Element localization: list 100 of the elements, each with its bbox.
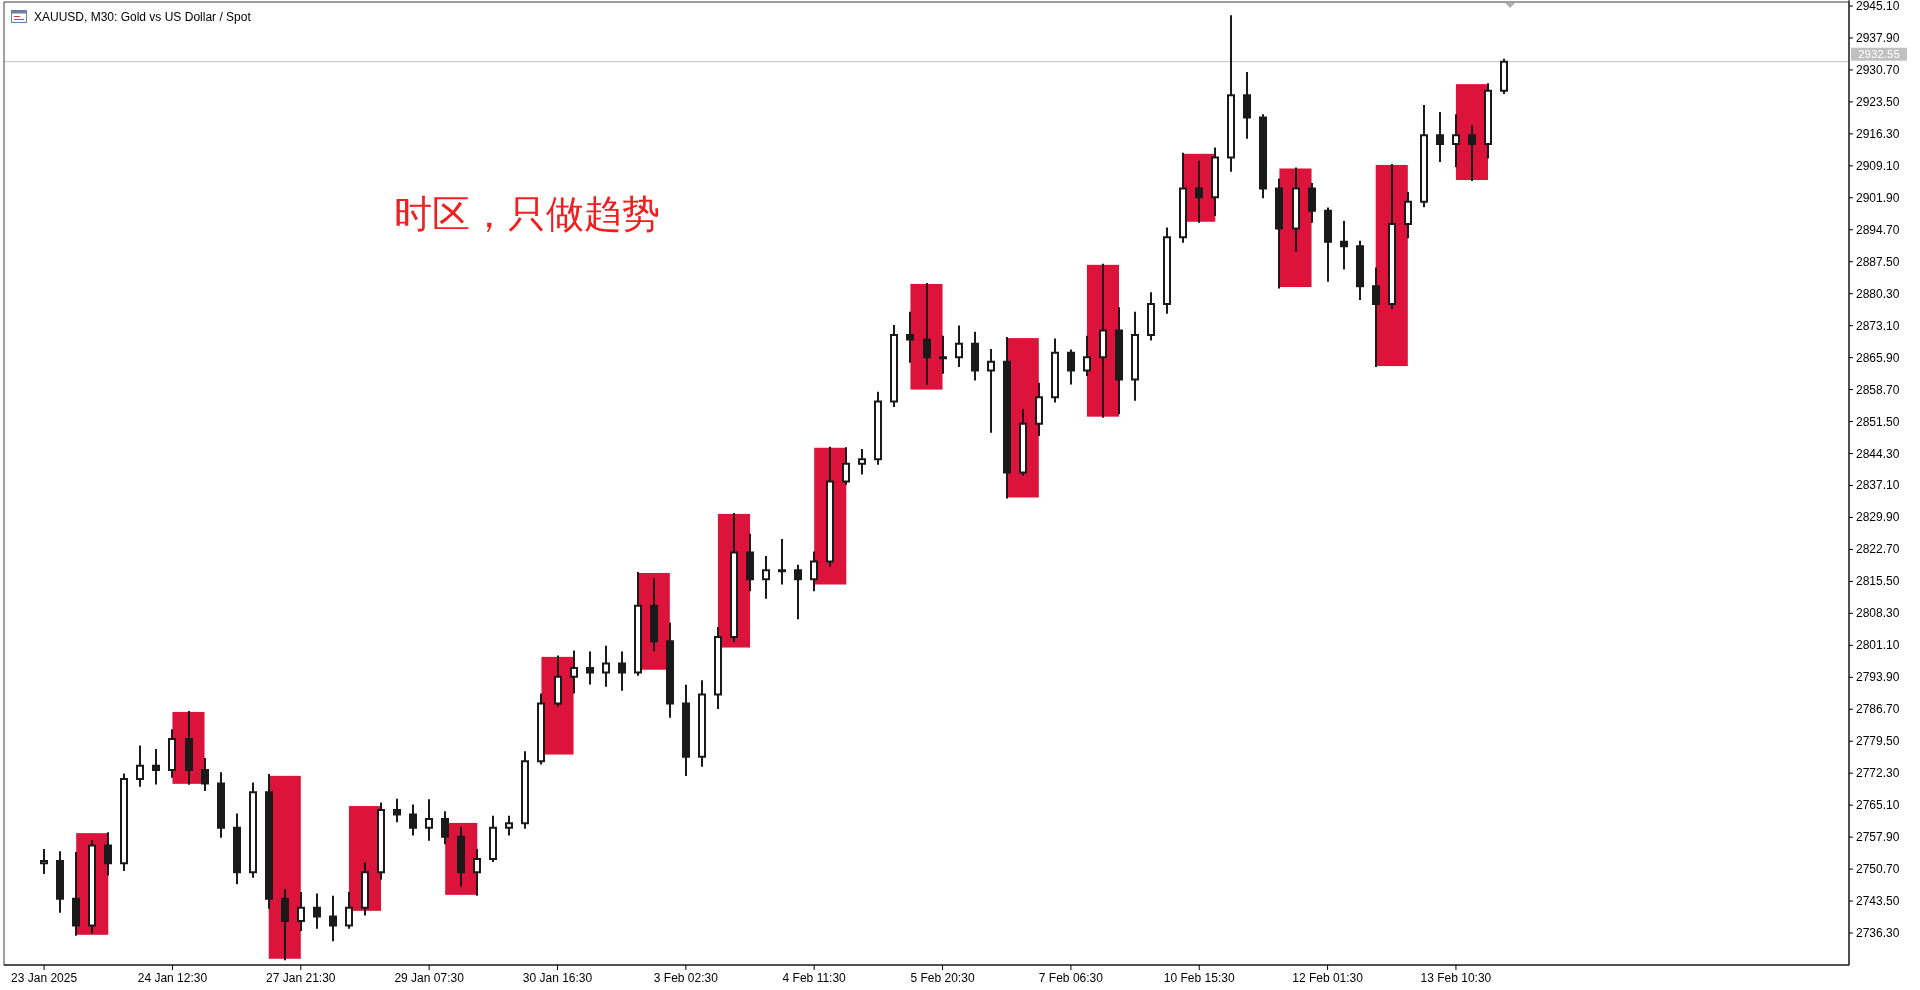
candlestick [923,282,931,385]
candlestick [72,852,80,936]
candlestick [698,680,706,767]
candlestick [1404,191,1412,239]
y-tick-label: 2837.10 [1856,478,1900,493]
y-tick-label: 2865.90 [1856,350,1900,365]
candlestick [1436,112,1444,162]
candlestick [1468,125,1476,182]
candlestick [858,448,866,475]
candlestick [987,349,995,433]
candlestick [794,564,802,620]
candlestick [1211,147,1219,217]
candlestick [281,888,289,961]
candlestick [329,895,337,942]
y-tick-label: 2750.70 [1856,862,1900,877]
candlestick [297,892,305,931]
x-tick-label: 23 Jan 2025 [11,971,78,985]
y-tick-label: 2793.90 [1856,670,1900,685]
candlestick [1163,227,1171,314]
candlestick [890,325,898,408]
y-tick-label: 2873.10 [1856,318,1900,333]
y-tick-label: 2757.90 [1856,830,1900,845]
y-tick-label: 2822.70 [1856,542,1900,557]
candlestick [1099,263,1107,418]
candlestick [971,331,979,381]
candlestick [409,804,417,836]
candlestick [249,782,257,878]
y-tick-label: 2765.10 [1856,798,1900,813]
y-tick-label: 2880.30 [1856,286,1900,301]
x-tick-label: 29 Jan 07:30 [394,971,465,985]
candlestick [1195,160,1203,223]
candlestick [746,533,754,592]
candlestick [1388,163,1396,310]
candlestick [762,555,770,599]
candlestick [441,811,449,845]
y-tick-label: 2808.30 [1856,606,1900,621]
y-tick-label: 2736.30 [1856,926,1900,941]
candlestick [570,650,578,694]
y-tick-label: 2923.50 [1856,94,1900,109]
y-tick-label: 2779.50 [1856,734,1900,749]
candlestick [1179,152,1187,243]
candlestick [1259,114,1267,199]
candlestick [345,892,353,929]
candlestick [1147,292,1155,341]
annotation: 时区，只做趋势 [394,193,660,235]
x-tick-label: 12 Feb 01:30 [1292,971,1364,985]
x-tick-label: 10 Feb 15:30 [1163,971,1235,985]
y-tick-label: 2858.70 [1856,382,1900,397]
candlestick [666,622,674,718]
candlestick [554,655,562,707]
candlestick [521,751,529,829]
candlestick [1115,307,1123,415]
y-tick-label: 2851.50 [1856,414,1900,429]
candlestick [88,840,96,934]
candlestick [874,391,882,465]
y-tick-label: 2786.70 [1856,702,1900,717]
y-tick-label: 2894.70 [1856,222,1900,237]
candlestick [152,749,160,785]
y-tick-label: 2743.50 [1856,894,1900,909]
candlestick [265,773,273,909]
y-tick-label: 2930.70 [1856,62,1900,77]
candlestick [826,446,834,567]
candlestick [233,813,241,885]
y-tick-label: 2887.50 [1856,254,1900,269]
candlestick [1452,114,1460,168]
candlestick [650,578,658,652]
candlestick [939,335,947,374]
candlestick [1292,167,1300,252]
candlestick [778,539,786,585]
candlestick [1083,335,1091,376]
y-tick-label: 2901.90 [1856,190,1900,205]
candlestick [618,651,626,691]
x-tick-label: 30 Jan 16:30 [522,971,593,985]
y-tick-label: 2829.90 [1856,510,1900,525]
candlestick [586,651,594,685]
y-tick-label: 2937.90 [1856,30,1900,45]
candlestick [1372,267,1380,368]
candlestick [906,311,914,363]
candlestick [1003,337,1011,499]
candlestick [1131,311,1139,401]
candlestick [810,551,818,592]
candlestick [313,893,321,929]
candlestick [489,815,497,863]
candlestick [1340,220,1348,270]
candlestick [682,684,690,776]
candlestick [714,627,722,709]
candlestick [842,447,850,485]
y-tick-label: 2772.30 [1856,766,1900,781]
x-tick-label: 4 Feb 11:30 [782,971,847,985]
candlestick [393,798,401,823]
candlestick [505,815,513,836]
candlestick [457,826,465,887]
candlestick [120,773,128,871]
candlestick [1420,104,1428,208]
candlestick [377,802,385,880]
y-tick-label: 2916.30 [1856,126,1900,141]
candlestick [602,645,610,687]
ref-line-label: 2932.55 [1858,48,1900,61]
candlestick [201,757,209,792]
candlestick [634,571,642,676]
